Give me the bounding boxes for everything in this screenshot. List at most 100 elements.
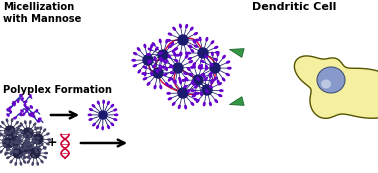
Ellipse shape (6, 119, 8, 122)
Ellipse shape (178, 105, 180, 108)
Ellipse shape (24, 147, 26, 149)
Ellipse shape (198, 65, 200, 69)
Ellipse shape (166, 60, 168, 63)
Ellipse shape (24, 135, 26, 137)
Ellipse shape (199, 67, 202, 69)
Ellipse shape (19, 135, 21, 136)
Ellipse shape (317, 67, 345, 93)
Circle shape (193, 75, 203, 85)
Ellipse shape (203, 102, 205, 106)
Ellipse shape (156, 70, 158, 72)
Ellipse shape (209, 86, 212, 88)
Circle shape (3, 138, 13, 148)
Ellipse shape (205, 78, 207, 80)
Ellipse shape (31, 113, 34, 114)
Ellipse shape (164, 61, 167, 63)
Ellipse shape (29, 95, 31, 97)
Ellipse shape (194, 92, 196, 96)
Ellipse shape (218, 95, 222, 97)
Ellipse shape (97, 126, 98, 128)
Ellipse shape (167, 93, 170, 94)
Ellipse shape (34, 140, 36, 143)
Ellipse shape (38, 118, 41, 120)
Ellipse shape (212, 52, 213, 56)
Ellipse shape (228, 67, 231, 69)
Ellipse shape (45, 152, 47, 154)
Ellipse shape (222, 78, 225, 81)
Ellipse shape (152, 43, 155, 45)
Ellipse shape (114, 119, 117, 120)
Ellipse shape (216, 52, 219, 53)
Ellipse shape (88, 114, 91, 116)
Ellipse shape (209, 73, 212, 75)
Text: +: + (47, 136, 57, 149)
Ellipse shape (17, 137, 19, 139)
Ellipse shape (108, 126, 109, 128)
Ellipse shape (215, 46, 218, 48)
Ellipse shape (0, 135, 1, 136)
Ellipse shape (9, 110, 11, 113)
Ellipse shape (166, 67, 167, 71)
Ellipse shape (38, 132, 40, 133)
Ellipse shape (161, 60, 164, 61)
Ellipse shape (36, 151, 38, 153)
Text: Micellization
with Mannose: Micellization with Mannose (3, 2, 81, 24)
Polygon shape (229, 97, 244, 105)
Ellipse shape (215, 100, 217, 102)
Ellipse shape (6, 153, 8, 154)
Ellipse shape (173, 80, 175, 83)
Ellipse shape (180, 52, 181, 56)
Ellipse shape (41, 160, 43, 163)
Ellipse shape (89, 119, 92, 120)
Ellipse shape (201, 65, 202, 68)
Ellipse shape (182, 80, 185, 81)
Ellipse shape (151, 44, 152, 48)
Ellipse shape (172, 103, 175, 105)
Ellipse shape (159, 65, 162, 67)
Ellipse shape (210, 75, 211, 78)
Ellipse shape (18, 143, 20, 144)
Ellipse shape (21, 148, 23, 151)
Ellipse shape (19, 138, 21, 140)
Ellipse shape (21, 98, 23, 100)
Ellipse shape (206, 90, 208, 92)
Ellipse shape (19, 155, 21, 157)
Ellipse shape (162, 67, 165, 68)
Ellipse shape (10, 152, 12, 155)
Ellipse shape (185, 77, 187, 81)
Ellipse shape (223, 56, 225, 58)
Ellipse shape (14, 141, 16, 144)
Ellipse shape (143, 66, 146, 68)
Ellipse shape (7, 114, 9, 116)
Ellipse shape (32, 115, 34, 117)
Ellipse shape (176, 54, 179, 56)
Ellipse shape (148, 48, 152, 50)
Ellipse shape (133, 65, 136, 67)
Circle shape (143, 55, 153, 65)
Ellipse shape (180, 52, 182, 56)
Ellipse shape (218, 83, 222, 85)
Ellipse shape (17, 100, 19, 102)
Ellipse shape (93, 124, 95, 126)
Polygon shape (294, 56, 378, 118)
Ellipse shape (3, 145, 6, 146)
Ellipse shape (92, 105, 94, 107)
Ellipse shape (149, 60, 152, 62)
Ellipse shape (39, 149, 41, 151)
Ellipse shape (20, 140, 22, 143)
Ellipse shape (7, 147, 9, 149)
Ellipse shape (12, 129, 13, 131)
Ellipse shape (17, 147, 19, 149)
Ellipse shape (29, 121, 31, 124)
Ellipse shape (44, 157, 46, 158)
Ellipse shape (186, 25, 187, 28)
Ellipse shape (174, 48, 178, 50)
Ellipse shape (214, 58, 217, 61)
Ellipse shape (171, 43, 174, 45)
Ellipse shape (196, 39, 199, 41)
Ellipse shape (90, 109, 92, 111)
Ellipse shape (147, 54, 150, 55)
Ellipse shape (19, 125, 21, 127)
Ellipse shape (169, 66, 172, 68)
Ellipse shape (189, 73, 192, 75)
